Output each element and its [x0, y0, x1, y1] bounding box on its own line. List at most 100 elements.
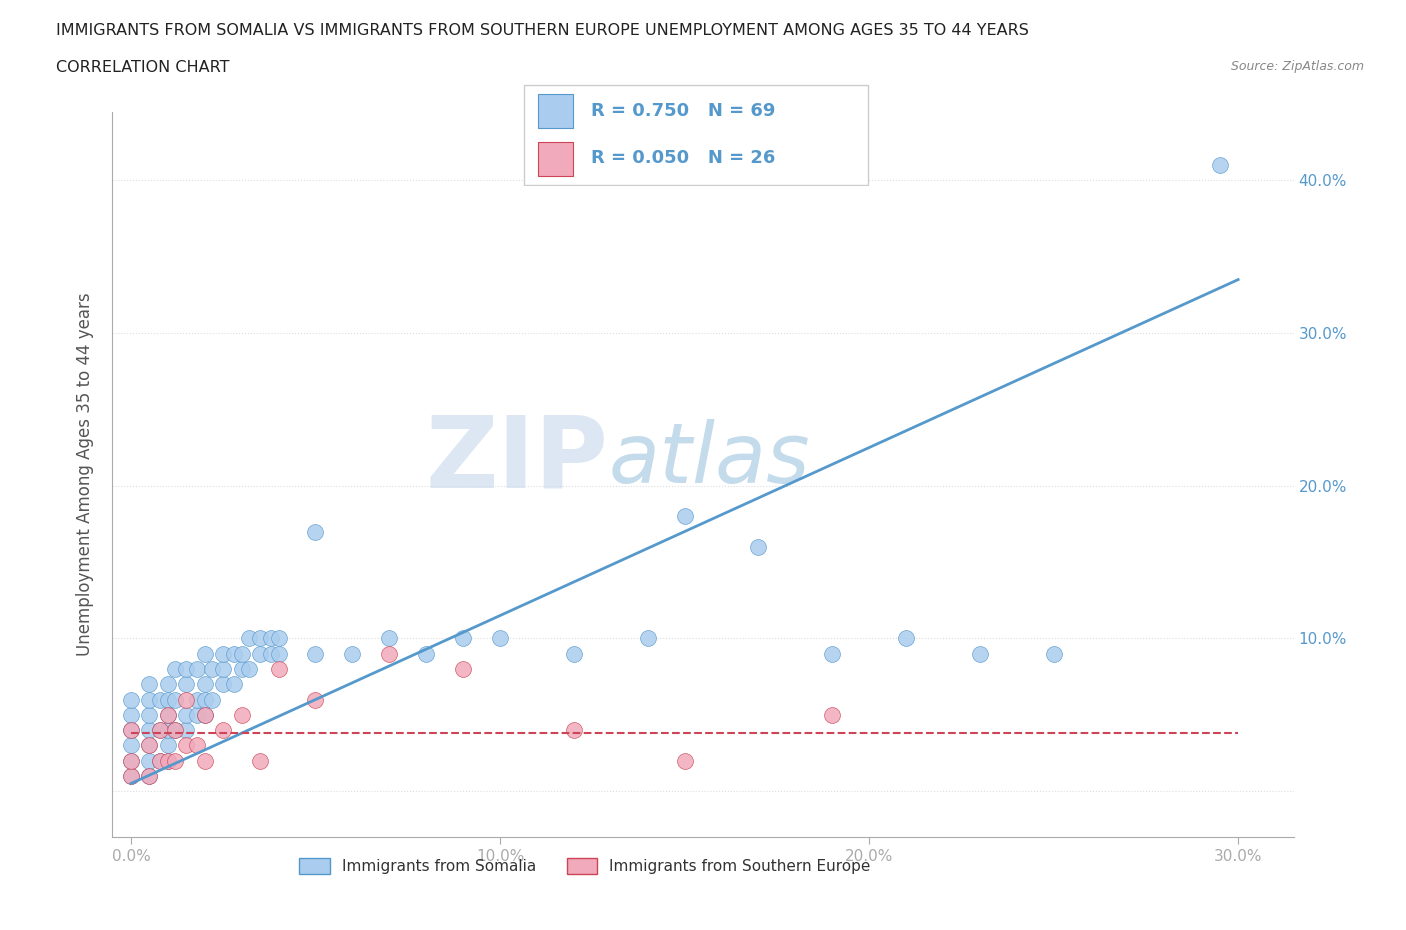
Point	[451, 631, 474, 646]
Point	[120, 723, 142, 737]
Point	[186, 661, 208, 676]
FancyBboxPatch shape	[524, 85, 869, 185]
Text: Source: ZipAtlas.com: Source: ZipAtlas.com	[1230, 60, 1364, 73]
Point	[120, 768, 142, 783]
Legend: Immigrants from Somalia, Immigrants from Southern Europe: Immigrants from Somalia, Immigrants from…	[292, 852, 877, 880]
Point	[149, 692, 172, 707]
Point	[821, 646, 844, 661]
Point	[747, 539, 769, 554]
Point	[212, 723, 235, 737]
Point	[156, 753, 179, 768]
Point	[267, 661, 290, 676]
Point	[186, 737, 208, 752]
Point	[138, 768, 160, 783]
Point	[174, 677, 197, 692]
Point	[673, 509, 696, 524]
Point	[821, 708, 844, 723]
Point	[969, 646, 991, 661]
Point	[212, 661, 235, 676]
Point	[267, 631, 290, 646]
Point	[138, 692, 160, 707]
Point	[562, 646, 585, 661]
Point	[165, 692, 187, 707]
Point	[231, 646, 253, 661]
Point	[149, 723, 172, 737]
Point	[120, 753, 142, 768]
Point	[138, 753, 160, 768]
Point	[138, 708, 160, 723]
Point	[451, 661, 474, 676]
Text: IMMIGRANTS FROM SOMALIA VS IMMIGRANTS FROM SOUTHERN EUROPE UNEMPLOYMENT AMONG AG: IMMIGRANTS FROM SOMALIA VS IMMIGRANTS FR…	[56, 23, 1029, 38]
Point	[165, 753, 187, 768]
Point	[138, 723, 160, 737]
Point	[120, 768, 142, 783]
Point	[120, 692, 142, 707]
Point	[238, 631, 260, 646]
Point	[194, 708, 217, 723]
Point	[174, 737, 197, 752]
Point	[156, 737, 179, 752]
Point	[174, 692, 197, 707]
Point	[224, 677, 246, 692]
Point	[637, 631, 659, 646]
Point	[249, 631, 271, 646]
Y-axis label: Unemployment Among Ages 35 to 44 years: Unemployment Among Ages 35 to 44 years	[76, 293, 94, 656]
Point	[174, 661, 197, 676]
Point	[304, 646, 326, 661]
Point	[238, 661, 260, 676]
Point	[186, 692, 208, 707]
Point	[194, 753, 217, 768]
Point	[894, 631, 917, 646]
Point	[165, 661, 187, 676]
Point	[489, 631, 512, 646]
Point	[249, 753, 271, 768]
Point	[120, 737, 142, 752]
Point	[174, 708, 197, 723]
Point	[1042, 646, 1064, 661]
Text: ZIP: ZIP	[426, 411, 609, 509]
Point	[224, 646, 246, 661]
Point	[138, 737, 160, 752]
Point	[342, 646, 364, 661]
Point	[138, 737, 160, 752]
Point	[249, 646, 271, 661]
Point	[260, 631, 283, 646]
Point	[174, 723, 197, 737]
Bar	[538, 94, 574, 127]
Point	[194, 677, 217, 692]
Point	[378, 631, 401, 646]
Point	[304, 692, 326, 707]
Point	[201, 692, 224, 707]
Point	[120, 708, 142, 723]
Point	[415, 646, 437, 661]
Text: R = 0.750   N = 69: R = 0.750 N = 69	[591, 102, 775, 120]
Point	[120, 723, 142, 737]
Point	[201, 661, 224, 676]
Point	[212, 646, 235, 661]
Bar	[538, 142, 574, 176]
Point	[378, 646, 401, 661]
Point	[165, 723, 187, 737]
Point	[156, 692, 179, 707]
Point	[304, 525, 326, 539]
Point	[156, 708, 179, 723]
Text: R = 0.050   N = 26: R = 0.050 N = 26	[591, 150, 775, 167]
Point	[260, 646, 283, 661]
Point	[194, 646, 217, 661]
Point	[138, 677, 160, 692]
Point	[194, 692, 217, 707]
Text: CORRELATION CHART: CORRELATION CHART	[56, 60, 229, 75]
Point	[267, 646, 290, 661]
Point	[138, 768, 160, 783]
Point	[156, 753, 179, 768]
Point	[1208, 157, 1232, 172]
Point	[156, 677, 179, 692]
Point	[231, 708, 253, 723]
Point	[156, 708, 179, 723]
Point	[149, 723, 172, 737]
Point	[673, 753, 696, 768]
Point	[231, 661, 253, 676]
Point	[562, 723, 585, 737]
Point	[149, 753, 172, 768]
Point	[149, 753, 172, 768]
